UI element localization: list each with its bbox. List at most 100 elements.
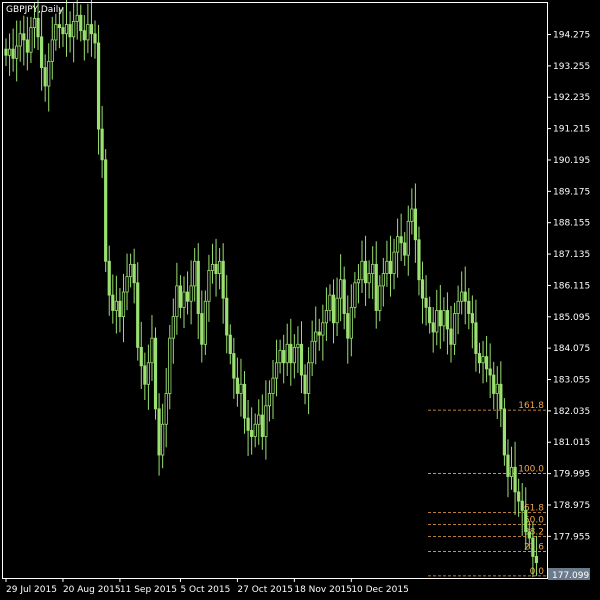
candle-body bbox=[143, 365, 147, 385]
candle-body bbox=[196, 260, 200, 314]
candle bbox=[260, 394, 264, 450]
candle-body bbox=[22, 33, 26, 41]
candle-body bbox=[403, 242, 407, 256]
candle-body bbox=[406, 220, 410, 256]
candle-body bbox=[250, 430, 254, 437]
price-tick-label: 177.955 bbox=[553, 532, 590, 542]
candle-body bbox=[470, 313, 474, 324]
current-price-label: 177.099 bbox=[552, 571, 589, 581]
candle-body bbox=[189, 285, 193, 302]
candle bbox=[239, 358, 243, 417]
candle-body bbox=[228, 334, 232, 354]
candle-body bbox=[435, 310, 439, 333]
candle bbox=[306, 347, 311, 415]
candle-body bbox=[232, 353, 236, 379]
candle-body bbox=[456, 300, 460, 314]
candle bbox=[424, 275, 428, 326]
candle-body bbox=[342, 279, 346, 314]
fibonacci-level-label: 100.0 bbox=[518, 464, 544, 474]
candle bbox=[175, 262, 179, 335]
candle-body bbox=[399, 236, 403, 244]
candle-body bbox=[32, 17, 37, 28]
candle-body bbox=[7, 48, 12, 56]
candle-body bbox=[527, 531, 531, 539]
candle-body bbox=[324, 310, 329, 324]
candle-body bbox=[253, 423, 257, 437]
candle-body bbox=[331, 294, 336, 324]
candle bbox=[470, 295, 474, 349]
candle bbox=[495, 366, 499, 420]
candle-body bbox=[271, 377, 275, 394]
candle bbox=[534, 535, 539, 576]
time-tick-label: 11 Sep 2015 bbox=[120, 585, 177, 595]
candle bbox=[29, 16, 33, 63]
candle bbox=[171, 298, 175, 364]
price-tick-label: 188.155 bbox=[553, 219, 590, 229]
candle-body bbox=[442, 310, 446, 327]
price-tick-label: 190.195 bbox=[553, 156, 590, 166]
candle-body bbox=[61, 27, 65, 35]
candle-body bbox=[520, 500, 524, 511]
candle-body bbox=[79, 14, 83, 32]
candle bbox=[25, 16, 29, 71]
candle-body bbox=[54, 24, 58, 41]
candle bbox=[86, 3, 90, 54]
candle bbox=[282, 334, 286, 384]
price-tick-label: 191.215 bbox=[553, 125, 590, 135]
candle bbox=[299, 321, 304, 394]
fibonacci-level-label: 50.0 bbox=[524, 515, 544, 525]
candle bbox=[136, 262, 140, 361]
candle bbox=[303, 364, 307, 405]
candle-body bbox=[410, 208, 414, 222]
candle bbox=[388, 235, 393, 297]
candle-body bbox=[499, 383, 503, 410]
candle bbox=[431, 307, 435, 353]
candle-body bbox=[381, 273, 385, 287]
candle bbox=[217, 248, 222, 290]
candle-body bbox=[25, 39, 29, 53]
candle-body bbox=[171, 316, 175, 339]
candle bbox=[310, 320, 314, 376]
candle-body bbox=[89, 24, 94, 35]
candle-body bbox=[285, 343, 289, 364]
fibonacci-level-label: 61.8 bbox=[524, 504, 544, 514]
candle bbox=[228, 324, 232, 365]
candle bbox=[463, 266, 467, 325]
price-tick-label: 193.255 bbox=[553, 62, 590, 72]
candle-body bbox=[43, 67, 47, 87]
candle-body bbox=[303, 374, 307, 394]
candle-body bbox=[29, 27, 33, 53]
price-tick-label: 185.095 bbox=[553, 313, 590, 323]
candle bbox=[356, 264, 361, 304]
candle-body bbox=[57, 24, 62, 28]
candle-body bbox=[524, 509, 528, 533]
candle bbox=[413, 183, 418, 263]
price-tick-label: 187.135 bbox=[553, 250, 590, 260]
candle-body bbox=[139, 346, 143, 367]
candle bbox=[189, 260, 193, 325]
candle-body bbox=[125, 276, 129, 293]
candle-body bbox=[257, 414, 261, 425]
price-tick-label: 178.975 bbox=[553, 501, 590, 511]
price-tick-label: 183.055 bbox=[553, 376, 590, 386]
candle bbox=[47, 43, 51, 112]
candle bbox=[509, 446, 514, 490]
candle-body bbox=[374, 263, 378, 311]
candle bbox=[18, 20, 22, 62]
candle bbox=[435, 289, 439, 346]
candle-body bbox=[353, 282, 357, 308]
candle-body bbox=[395, 236, 400, 253]
candle bbox=[185, 271, 190, 315]
candle bbox=[57, 8, 62, 49]
candle-body bbox=[221, 260, 225, 299]
candle bbox=[517, 478, 521, 517]
candle-body bbox=[157, 408, 161, 456]
candle-body bbox=[378, 285, 382, 311]
candle-body bbox=[150, 337, 154, 364]
candle bbox=[385, 240, 389, 287]
candle bbox=[43, 54, 47, 102]
candle-body bbox=[388, 260, 393, 274]
candle-body bbox=[474, 322, 478, 354]
candle-body bbox=[118, 300, 122, 318]
candle bbox=[314, 306, 318, 365]
